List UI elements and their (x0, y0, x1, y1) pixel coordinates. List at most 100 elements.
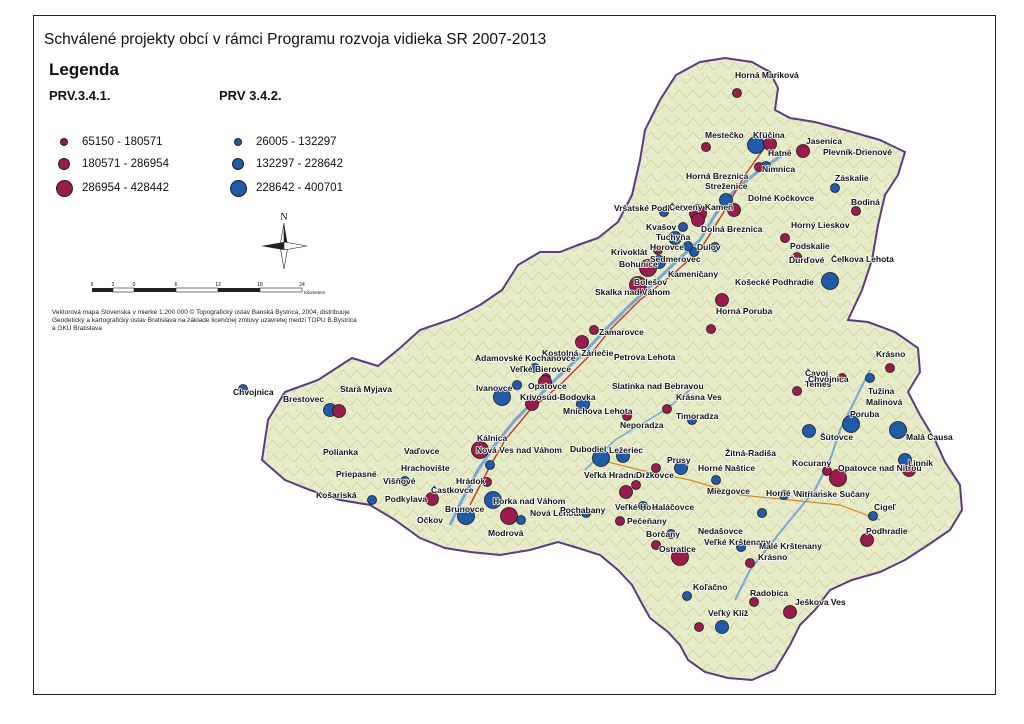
project-marker[interactable] (802, 424, 816, 438)
project-marker[interactable] (662, 404, 672, 414)
place-label: Košariská (316, 490, 357, 500)
project-marker[interactable] (457, 507, 475, 525)
project-marker[interactable] (500, 507, 518, 525)
project-marker[interactable] (651, 540, 661, 550)
river-nitra (734, 369, 871, 601)
project-marker[interactable] (860, 533, 874, 547)
project-marker[interactable] (796, 144, 810, 158)
project-marker[interactable] (652, 255, 666, 269)
project-marker[interactable] (678, 222, 688, 232)
project-marker[interactable] (525, 397, 539, 411)
project-marker[interactable] (651, 463, 661, 473)
project-marker[interactable] (482, 477, 492, 487)
place-label: Streženice (705, 181, 748, 191)
project-marker[interactable] (780, 233, 790, 243)
project-marker[interactable] (851, 206, 861, 216)
place-label: Častkovce (431, 484, 474, 495)
project-marker[interactable] (889, 421, 907, 439)
place-label: Slatinka nad Bebravou (612, 381, 704, 391)
project-marker[interactable] (837, 373, 847, 383)
place-label: Temeš (805, 379, 832, 389)
project-marker[interactable] (576, 397, 590, 411)
project-marker[interactable] (687, 415, 697, 425)
project-marker[interactable] (538, 375, 552, 389)
place-label: Horovce (650, 242, 684, 252)
project-marker[interactable] (865, 373, 875, 383)
project-marker[interactable] (715, 620, 729, 634)
place-label: Červený Kameň (669, 201, 733, 212)
project-marker[interactable] (868, 511, 878, 521)
project-marker[interactable] (400, 476, 410, 486)
project-marker[interactable] (631, 480, 641, 490)
project-marker[interactable] (821, 272, 839, 290)
project-marker[interactable] (575, 335, 589, 349)
project-marker[interactable] (885, 363, 895, 373)
project-marker[interactable] (711, 475, 721, 485)
project-marker[interactable] (842, 415, 860, 433)
project-marker[interactable] (367, 495, 377, 505)
project-marker[interactable] (736, 542, 746, 552)
place-label: Tužina (868, 386, 895, 396)
project-marker[interactable] (425, 492, 439, 506)
project-marker[interactable] (638, 501, 648, 511)
project-marker[interactable] (238, 384, 248, 394)
project-marker[interactable] (615, 516, 625, 526)
project-marker[interactable] (783, 605, 797, 619)
project-marker[interactable] (749, 597, 759, 607)
project-marker[interactable] (689, 247, 699, 257)
project-marker[interactable] (512, 380, 522, 390)
project-marker[interactable] (719, 193, 733, 207)
project-marker[interactable] (710, 242, 720, 252)
project-marker[interactable] (694, 622, 704, 632)
project-marker[interactable] (902, 463, 916, 477)
project-marker[interactable] (715, 293, 729, 307)
project-marker[interactable] (757, 508, 767, 518)
project-marker[interactable] (674, 461, 688, 475)
project-marker[interactable] (763, 137, 777, 151)
project-marker[interactable] (683, 241, 693, 251)
project-marker[interactable] (792, 252, 802, 262)
place-label: Priepasné (336, 469, 377, 479)
place-label: Nimnica (762, 164, 795, 174)
project-marker[interactable] (516, 515, 526, 525)
project-marker[interactable] (493, 388, 511, 406)
place-label: Opatovce (528, 381, 567, 391)
project-marker[interactable] (659, 207, 669, 217)
place-label: Šútovce (820, 431, 853, 442)
project-marker[interactable] (619, 485, 633, 499)
project-marker[interactable] (622, 411, 632, 421)
project-marker[interactable] (668, 231, 682, 245)
project-marker[interactable] (530, 363, 540, 373)
project-marker[interactable] (581, 508, 591, 518)
project-marker[interactable] (666, 529, 676, 539)
project-marker[interactable] (829, 469, 847, 487)
project-marker[interactable] (589, 325, 599, 335)
project-marker[interactable] (691, 213, 705, 227)
project-marker[interactable] (779, 490, 789, 500)
project-marker[interactable] (471, 441, 489, 459)
project-marker[interactable] (830, 183, 840, 193)
project-marker[interactable] (754, 162, 764, 172)
project-marker[interactable] (629, 276, 647, 294)
project-marker[interactable] (485, 460, 495, 470)
project-marker[interactable] (616, 449, 630, 463)
project-marker[interactable] (706, 324, 716, 334)
project-marker[interactable] (592, 449, 610, 467)
project-marker[interactable] (653, 245, 663, 255)
project-marker[interactable] (732, 88, 742, 98)
project-marker[interactable] (484, 491, 502, 509)
project-marker[interactable] (701, 142, 711, 152)
project-marker[interactable] (792, 386, 802, 396)
place-label: Ostratice (659, 544, 696, 554)
project-marker[interactable] (745, 558, 755, 568)
place-label: Opatovce nad Nitrou (838, 463, 922, 473)
project-marker[interactable] (671, 548, 689, 566)
project-marker[interactable] (332, 404, 346, 418)
legend-title: Legenda (49, 60, 119, 79)
project-marker[interactable] (682, 591, 692, 601)
place-label: Neporadza (620, 420, 664, 430)
legend-label: 228642 - 400701 (256, 182, 343, 194)
project-marker[interactable] (822, 466, 832, 476)
project-marker[interactable] (727, 203, 741, 217)
